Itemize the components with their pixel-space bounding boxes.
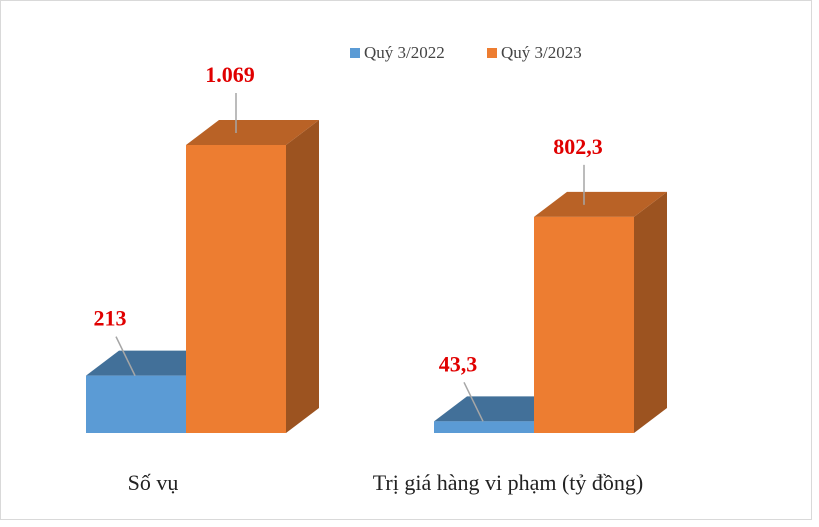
bar-top	[186, 120, 319, 145]
bar-top	[434, 396, 567, 422]
bar-top	[86, 350, 219, 376]
chart-frame	[0, 0, 812, 520]
bar	[434, 421, 534, 433]
category-label: Số vụ	[128, 470, 179, 495]
bar	[186, 145, 286, 433]
leader-line	[463, 382, 484, 422]
bar-top	[534, 191, 667, 217]
value-label: 43,3	[439, 351, 478, 376]
legend-label: Quý 3/2023	[501, 43, 582, 62]
value-label: 1.069	[205, 62, 255, 87]
bar	[534, 216, 634, 433]
legend-swatch	[487, 48, 497, 58]
category-label: Trị giá hàng vi phạm (tỷ đồng)	[373, 470, 644, 495]
bar	[86, 375, 186, 433]
value-label: 213	[94, 306, 127, 331]
leader-line	[115, 336, 136, 376]
bar-side	[286, 120, 319, 433]
legend-swatch	[350, 48, 360, 58]
value-label: 802,3	[553, 134, 603, 159]
bar-side	[634, 191, 667, 433]
legend-label: Quý 3/2022	[364, 43, 445, 62]
